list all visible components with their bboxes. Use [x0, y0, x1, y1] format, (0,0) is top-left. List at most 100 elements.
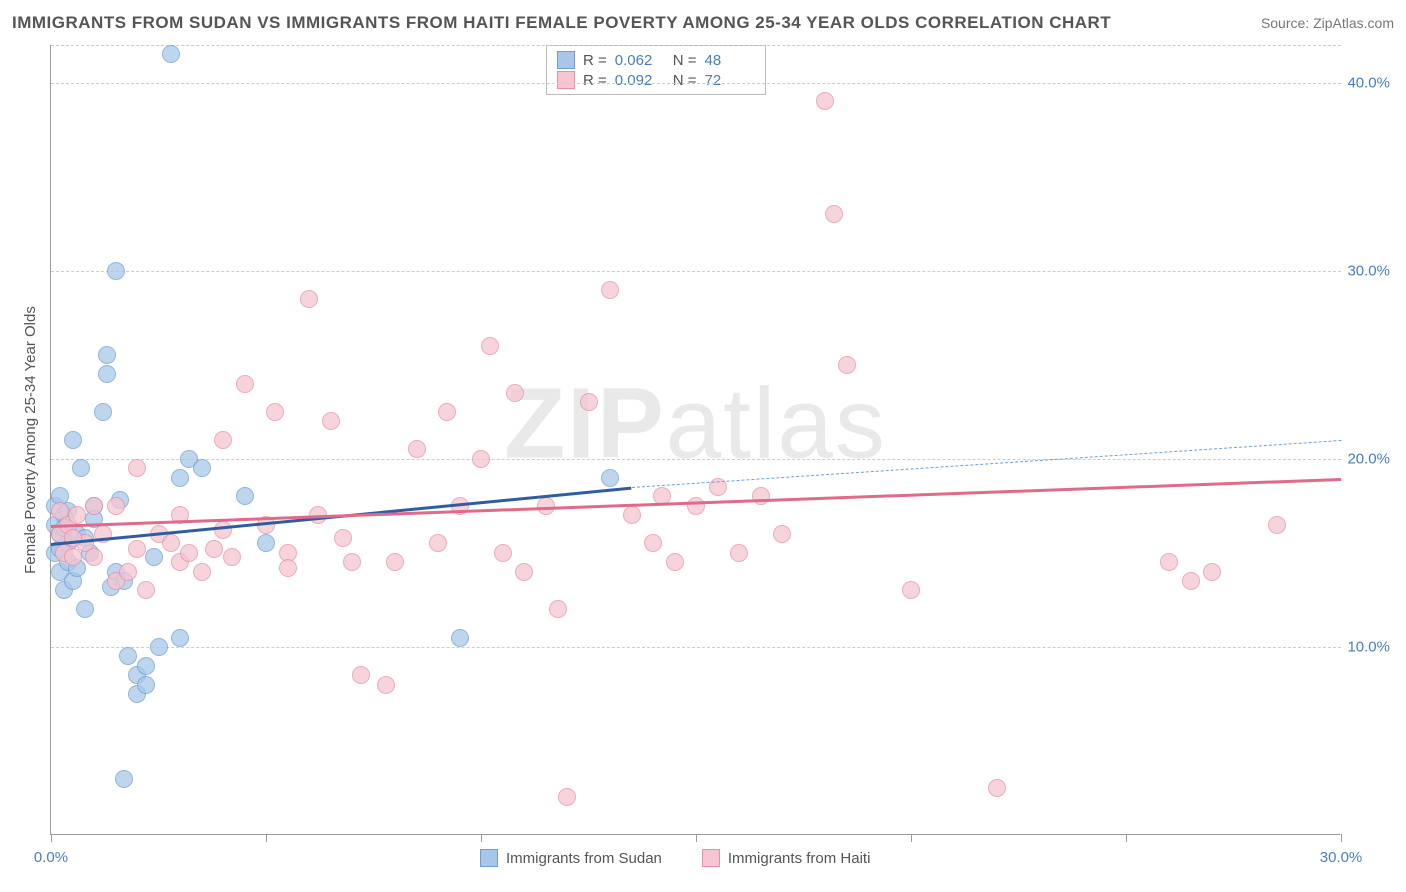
data-point — [180, 544, 198, 562]
data-point — [300, 290, 318, 308]
data-point — [472, 450, 490, 468]
data-point — [214, 521, 232, 539]
data-point — [1182, 572, 1200, 590]
data-point — [236, 375, 254, 393]
data-point — [171, 629, 189, 647]
data-point — [838, 356, 856, 374]
data-point — [205, 540, 223, 558]
x-tick — [696, 834, 697, 842]
data-point — [64, 431, 82, 449]
data-point — [171, 469, 189, 487]
legend-item-series2: Immigrants from Haiti — [702, 849, 871, 867]
data-point — [193, 563, 211, 581]
swatch-series1-icon — [480, 849, 498, 867]
data-point — [85, 497, 103, 515]
data-point — [257, 534, 275, 552]
data-point — [773, 525, 791, 543]
data-point — [623, 506, 641, 524]
data-point — [334, 529, 352, 547]
data-point — [223, 548, 241, 566]
grid-line — [51, 45, 1341, 46]
x-tick — [1126, 834, 1127, 842]
r-label: R = — [583, 52, 607, 69]
data-point — [481, 337, 499, 355]
data-point — [266, 403, 284, 421]
data-point — [98, 365, 116, 383]
chart-header: IMMIGRANTS FROM SUDAN VS IMMIGRANTS FROM… — [12, 8, 1394, 38]
data-point — [752, 487, 770, 505]
data-point — [601, 469, 619, 487]
data-point — [137, 676, 155, 694]
data-point — [429, 534, 447, 552]
x-tick-label: 0.0% — [34, 849, 68, 866]
data-point — [279, 559, 297, 577]
x-tick — [51, 834, 52, 842]
y-tick-label: 40.0% — [1342, 74, 1390, 91]
data-point — [76, 600, 94, 618]
r-value-series1: 0.062 — [615, 52, 665, 69]
data-point — [98, 346, 116, 364]
data-point — [193, 459, 211, 477]
data-point — [666, 553, 684, 571]
stats-row-series2: R = 0.092 N = 72 — [557, 70, 755, 90]
data-point — [558, 788, 576, 806]
data-point — [236, 487, 254, 505]
data-point — [601, 281, 619, 299]
data-point — [506, 384, 524, 402]
n-label: N = — [673, 72, 697, 89]
data-point — [438, 403, 456, 421]
data-point — [72, 459, 90, 477]
source-label: Source: ZipAtlas.com — [1261, 15, 1394, 31]
data-point — [816, 92, 834, 110]
bottom-legend: Immigrants from Sudan Immigrants from Ha… — [480, 849, 870, 867]
data-point — [377, 676, 395, 694]
data-point — [119, 647, 137, 665]
x-tick-label: 30.0% — [1320, 849, 1363, 866]
data-point — [494, 544, 512, 562]
r-value-series2: 0.092 — [615, 72, 665, 89]
data-point — [580, 393, 598, 411]
y-tick-label: 30.0% — [1342, 262, 1390, 279]
grid-line — [51, 459, 1341, 460]
data-point — [162, 534, 180, 552]
data-point — [902, 581, 920, 599]
data-point — [1268, 516, 1286, 534]
n-value-series2: 72 — [705, 72, 755, 89]
x-tick — [266, 834, 267, 842]
data-point — [107, 497, 125, 515]
watermark: ZIPatlas — [504, 366, 887, 481]
data-point — [549, 600, 567, 618]
data-point — [322, 412, 340, 430]
x-tick — [911, 834, 912, 842]
data-point — [825, 205, 843, 223]
data-point — [1203, 563, 1221, 581]
legend-label-series2: Immigrants from Haiti — [728, 850, 871, 867]
data-point — [68, 506, 86, 524]
data-point — [988, 779, 1006, 797]
swatch-series2-icon — [702, 849, 720, 867]
data-point — [515, 563, 533, 581]
data-point — [150, 638, 168, 656]
x-tick — [1341, 834, 1342, 842]
n-label: N = — [673, 52, 697, 69]
swatch-series2 — [557, 71, 575, 89]
swatch-series1 — [557, 51, 575, 69]
grid-line — [51, 271, 1341, 272]
chart-area: ZIPatlas R = 0.062 N = 48 R = 0.092 N = … — [50, 45, 1390, 835]
r-label: R = — [583, 72, 607, 89]
data-point — [451, 629, 469, 647]
stats-legend-box: R = 0.062 N = 48 R = 0.092 N = 72 — [546, 45, 766, 95]
data-point — [687, 497, 705, 515]
grid-line — [51, 647, 1341, 648]
x-tick — [481, 834, 482, 842]
data-point — [85, 548, 103, 566]
y-axis-label: Female Poverty Among 25-34 Year Olds — [22, 306, 39, 574]
stats-row-series1: R = 0.062 N = 48 — [557, 50, 755, 70]
data-point — [214, 431, 232, 449]
chart-title: IMMIGRANTS FROM SUDAN VS IMMIGRANTS FROM… — [12, 13, 1111, 33]
legend-label-series1: Immigrants from Sudan — [506, 850, 662, 867]
data-point — [386, 553, 404, 571]
data-point — [352, 666, 370, 684]
data-point — [1160, 553, 1178, 571]
data-point — [107, 262, 125, 280]
